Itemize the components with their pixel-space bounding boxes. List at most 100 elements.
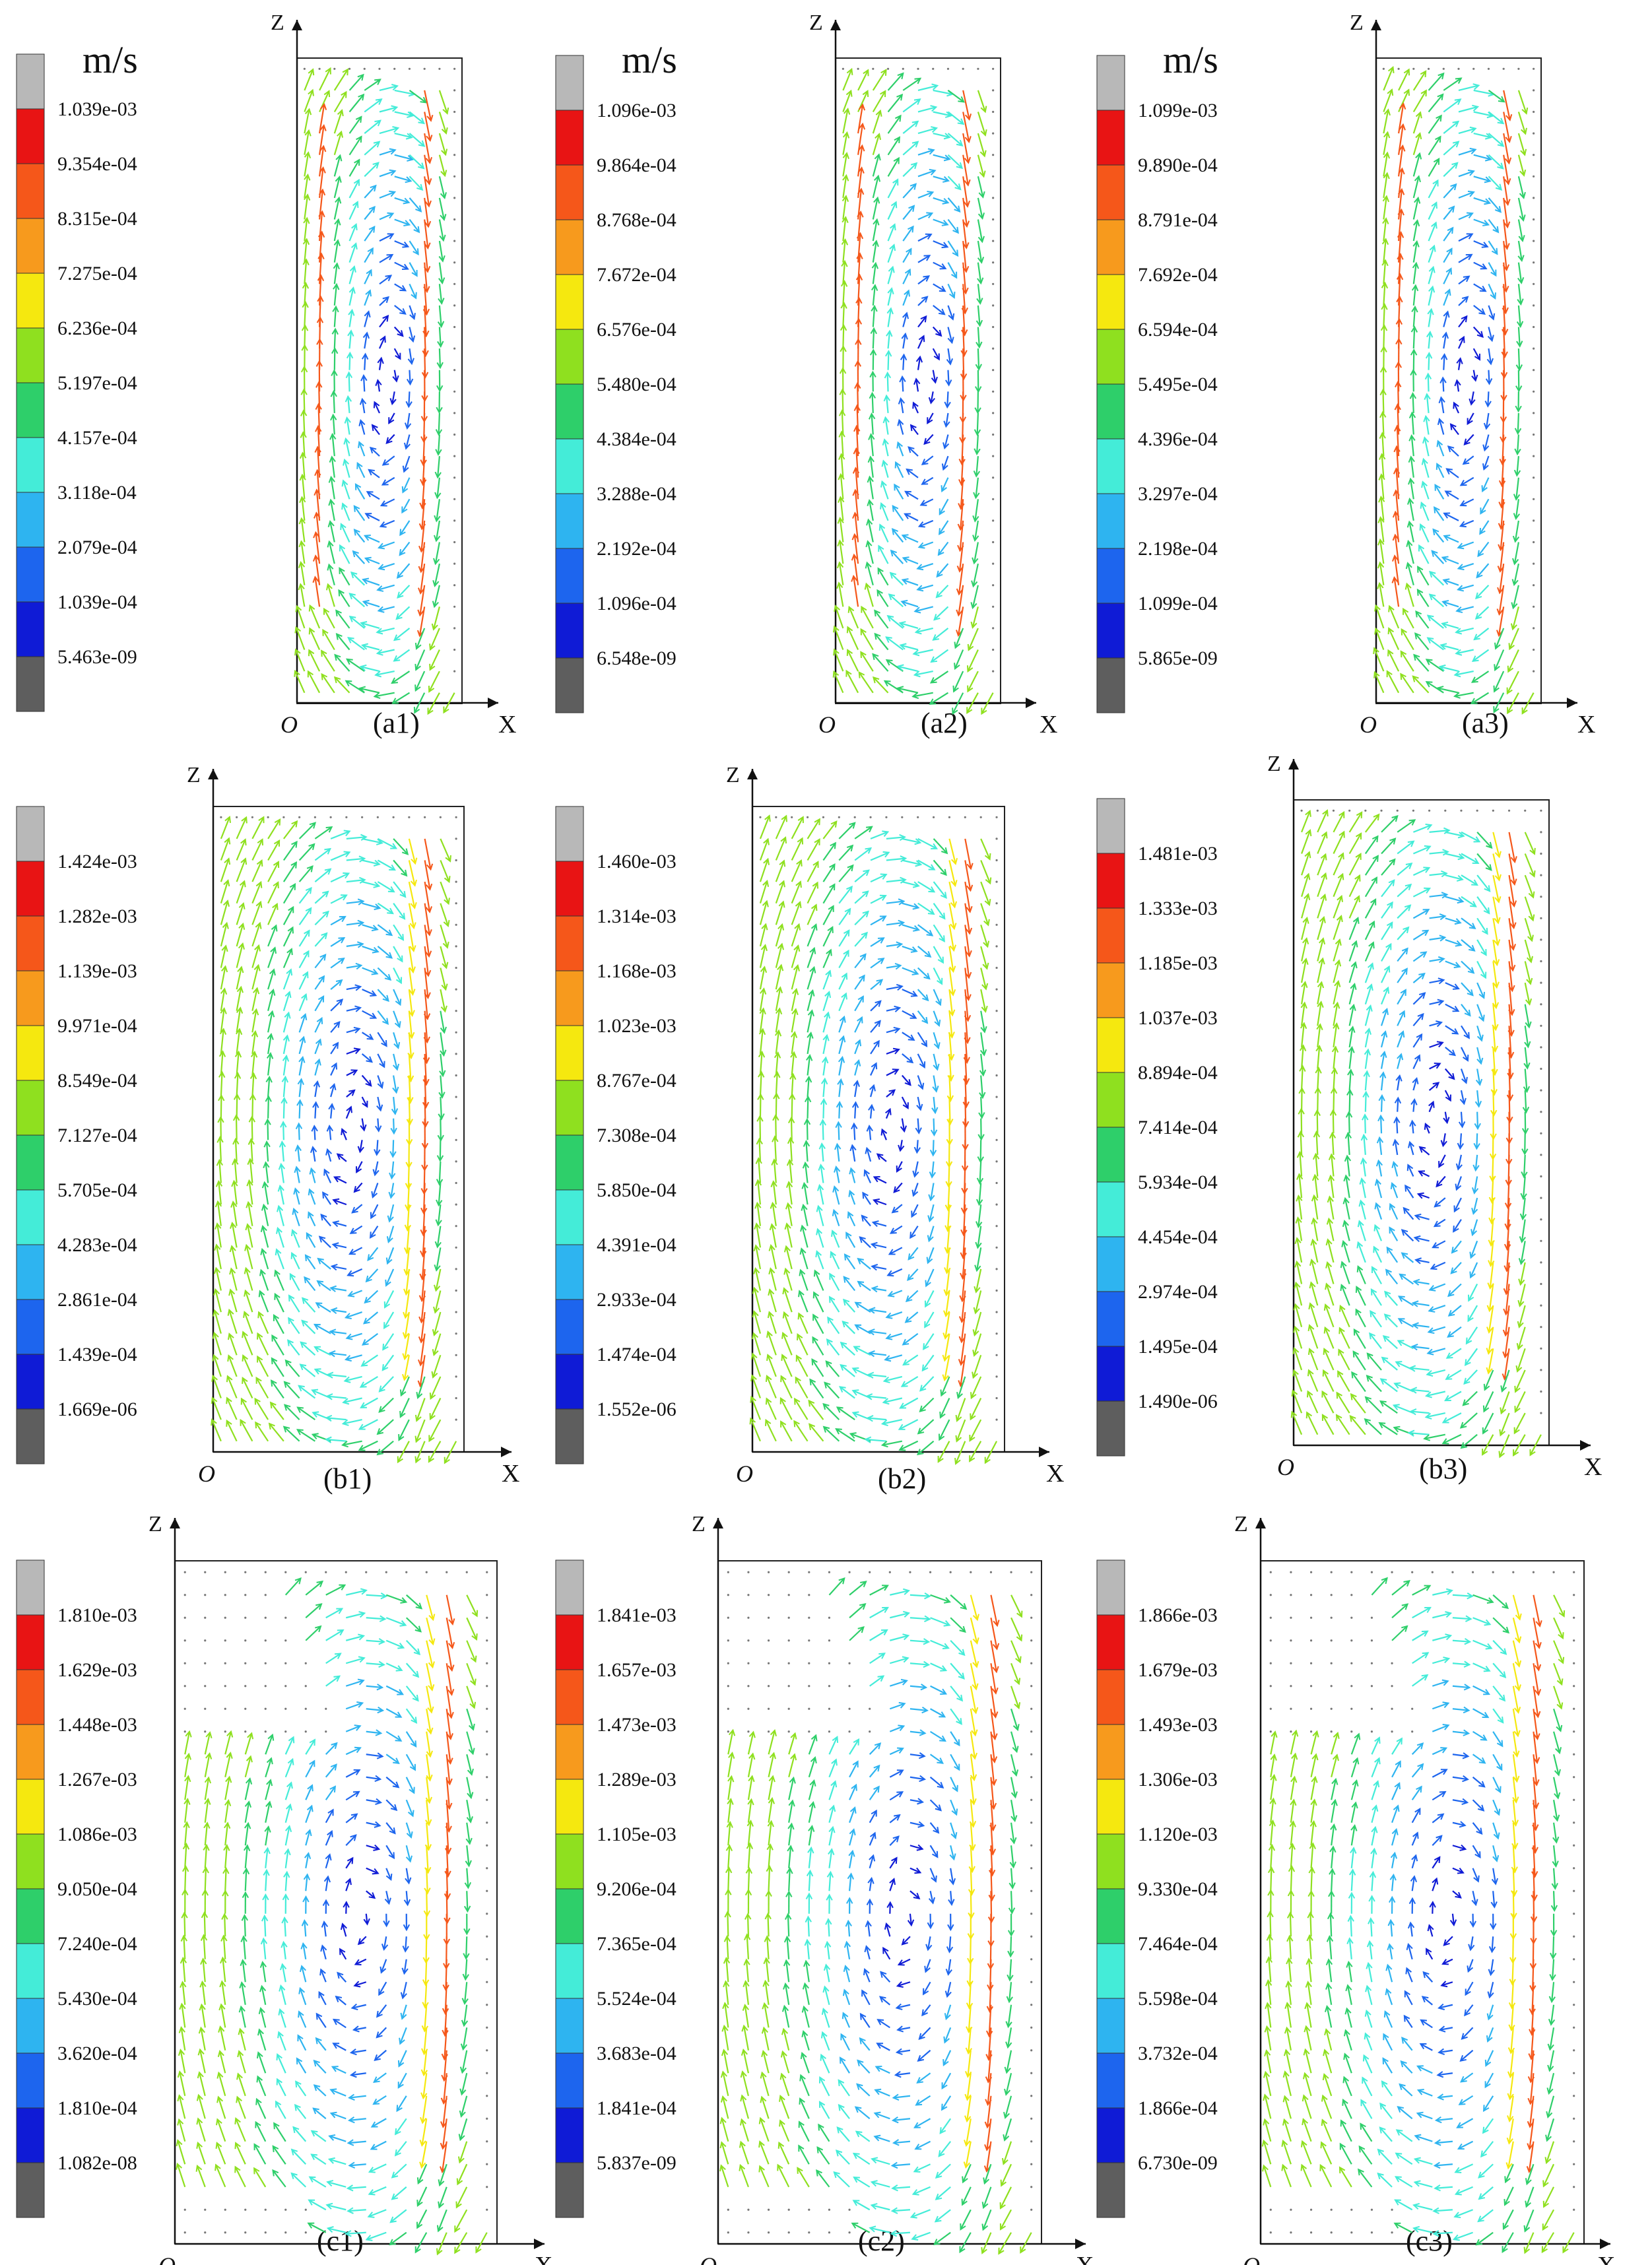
velocity-vector — [947, 262, 958, 279]
grid-point — [244, 1685, 247, 1688]
velocity-vector-head — [1421, 457, 1428, 465]
velocity-vector — [948, 989, 954, 1016]
velocity-vector-head — [216, 1158, 224, 1166]
velocity-vector-head — [758, 1028, 766, 1035]
velocity-vector — [960, 456, 964, 485]
velocity-vector — [1461, 960, 1474, 973]
velocity-vector — [345, 1657, 365, 1664]
velocity-vector-head — [1505, 114, 1513, 121]
velocity-vector-head — [1414, 1257, 1422, 1264]
velocity-vector — [902, 269, 911, 284]
velocity-vector-head — [1313, 1109, 1321, 1117]
velocity-vector — [284, 1381, 300, 1399]
velocity-vector — [314, 1346, 331, 1356]
velocity-vector — [954, 628, 964, 648]
velocity-vector-head — [915, 355, 923, 363]
velocity-vector-head — [1436, 114, 1442, 122]
legend-tick-label: 3.288e-04 — [597, 483, 677, 505]
velocity-vector-head — [861, 931, 868, 939]
velocity-vector — [334, 654, 350, 672]
grid-point — [453, 304, 456, 307]
velocity-vector — [267, 925, 277, 947]
velocity-vector — [886, 857, 906, 861]
velocity-vector-head — [401, 1373, 409, 1381]
velocity-vector — [228, 1333, 238, 1356]
velocity-vector — [414, 671, 426, 691]
velocity-vector — [271, 1358, 284, 1377]
velocity-vector-head — [393, 1041, 401, 1049]
velocity-vector — [330, 1063, 337, 1076]
velocity-vector — [821, 1143, 824, 1162]
velocity-vector — [1333, 1002, 1338, 1026]
velocity-vector-head — [1452, 1006, 1460, 1012]
velocity-vector-head — [949, 944, 957, 952]
velocity-vector — [917, 1419, 935, 1434]
velocity-vector-head — [291, 820, 298, 828]
grid-point — [405, 1571, 408, 1573]
velocity-vector — [848, 607, 859, 629]
velocity-vector — [976, 412, 979, 435]
velocity-vector — [1366, 1375, 1382, 1393]
velocity-vector-head — [1348, 1045, 1355, 1053]
velocity-vector — [1503, 327, 1506, 358]
velocity-vector — [362, 578, 380, 586]
velocity-vector-head — [1432, 528, 1439, 536]
velocity-vector — [944, 1333, 950, 1361]
velocity-vector — [873, 1222, 887, 1227]
vector-field-a3 — [1373, 65, 1535, 715]
velocity-vector-head — [1459, 335, 1465, 343]
velocity-vector — [261, 1226, 269, 1248]
velocity-vector — [379, 127, 399, 135]
velocity-vector-head — [806, 1053, 813, 1061]
velocity-vector-head — [1418, 972, 1426, 979]
velocity-vector-head — [867, 1329, 875, 1336]
grid-point — [251, 816, 253, 818]
velocity-vector-head — [329, 1329, 337, 1336]
velocity-vector — [1429, 1000, 1443, 1005]
velocity-vector — [964, 1032, 968, 1063]
velocity-vector-head — [948, 291, 956, 299]
velocity-vector — [1384, 1291, 1399, 1306]
velocity-vector — [854, 932, 868, 947]
velocity-vector — [391, 671, 411, 684]
velocity-vector — [348, 94, 364, 113]
velocity-vector — [1484, 1369, 1494, 1391]
velocity-vector — [849, 1191, 856, 1205]
velocity-vector — [390, 1183, 395, 1198]
velocity-vector — [1297, 1217, 1303, 1241]
velocity-vector — [1301, 810, 1311, 833]
velocity-vector-head — [899, 643, 907, 650]
velocity-vector — [1400, 673, 1414, 694]
velocity-vector-head — [923, 438, 931, 445]
velocity-vector — [964, 946, 970, 978]
velocity-vector — [300, 584, 306, 607]
velocity-vector — [378, 606, 395, 612]
domain-boundary — [752, 806, 1005, 1453]
velocity-vector-head — [1322, 809, 1329, 817]
velocity-vector-head — [911, 1210, 917, 1218]
velocity-vector-head — [1427, 1327, 1435, 1334]
velocity-vector — [1472, 649, 1490, 662]
velocity-vector-head — [395, 1665, 403, 1672]
velocity-vector — [843, 1276, 856, 1292]
velocity-vector — [872, 110, 881, 134]
velocity-vector — [314, 848, 331, 861]
velocity-vector-head — [1449, 423, 1457, 430]
velocity-vector — [1329, 1175, 1335, 1198]
velocity-vector — [1473, 111, 1493, 117]
grid-point — [992, 455, 995, 457]
grid-point — [183, 1594, 186, 1596]
velocity-vector-head — [416, 183, 424, 191]
legend-swatch — [16, 1354, 45, 1410]
velocity-vector — [305, 1255, 316, 1270]
velocity-vector-head — [356, 461, 363, 469]
velocity-vector — [1298, 1195, 1303, 1220]
velocity-vector — [314, 891, 329, 904]
velocity-vector — [962, 112, 970, 143]
velocity-vector — [1476, 874, 1491, 892]
velocity-vector — [1426, 394, 1430, 414]
velocity-vector-head — [1313, 1131, 1321, 1138]
grid-point — [304, 1662, 307, 1664]
velocity-vector — [402, 477, 411, 493]
legend-swatch — [1096, 798, 1125, 854]
